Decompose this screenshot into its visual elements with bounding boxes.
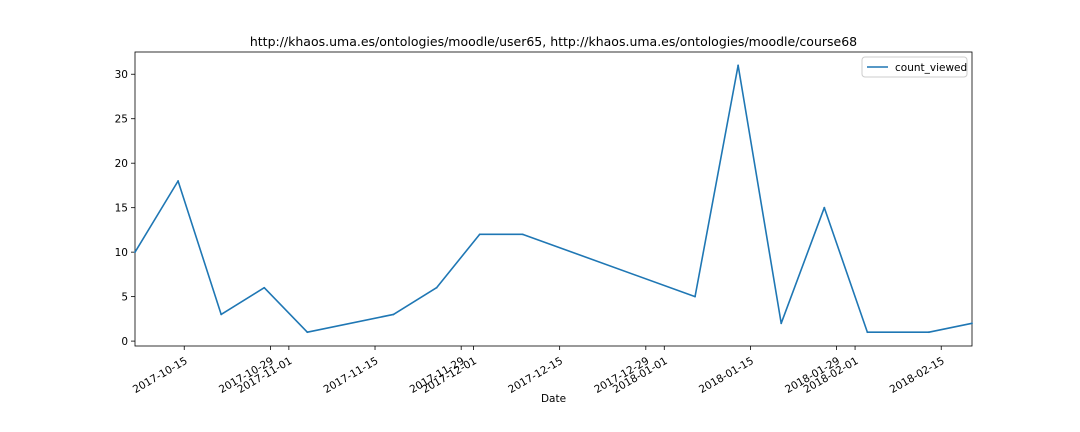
data-point-0-5 (392, 313, 395, 316)
data-point-0-7 (478, 233, 481, 236)
y-tick-label-3: 15 (115, 202, 128, 214)
y-tick-label-4: 20 (115, 158, 128, 170)
legend: count_viewed (861, 56, 968, 78)
x-axis-label: Date (541, 393, 566, 405)
data-point-0-1 (177, 180, 179, 182)
data-point-0-14 (928, 331, 930, 334)
plot-frame (134, 51, 973, 347)
y-tick-label-1: 5 (121, 291, 128, 303)
data-point-0-9 (694, 295, 696, 298)
legend-box (861, 56, 968, 78)
data-point-0-10 (737, 64, 740, 67)
data-point-0-12 (823, 206, 826, 209)
x-tick-label-6: 2017-12-15 (506, 355, 565, 396)
x-tick-label-3: 2017-11-15 (322, 355, 381, 396)
y-tick-label-0: 0 (121, 336, 128, 348)
data-point-0-8 (521, 233, 524, 236)
y-tick-label-2: 10 (115, 247, 128, 259)
y-tick-label-6: 30 (115, 69, 128, 81)
x-tick-label-0: 2017-10-15 (131, 355, 190, 396)
data-point-0-3 (263, 286, 266, 289)
x-tick-label-12: 2018-02-15 (888, 355, 947, 396)
chart-title: http://khaos.uma.es/ontologies/moodle/us… (250, 34, 857, 49)
legend-label-count_viewed: count_viewed (895, 62, 967, 74)
series-line-count_viewed (134, 64, 973, 334)
data-point-0-4 (306, 331, 309, 334)
data-point-0-13 (866, 331, 869, 334)
data-point-0-11 (780, 322, 783, 325)
data-point-0-6 (435, 286, 438, 289)
data-point-0-2 (220, 313, 223, 316)
x-tick-label-9: 2018-01-15 (697, 355, 756, 396)
data-point-0-15 (971, 322, 973, 325)
data-point-0-0 (134, 251, 136, 254)
y-tick-label-5: 25 (115, 114, 128, 126)
